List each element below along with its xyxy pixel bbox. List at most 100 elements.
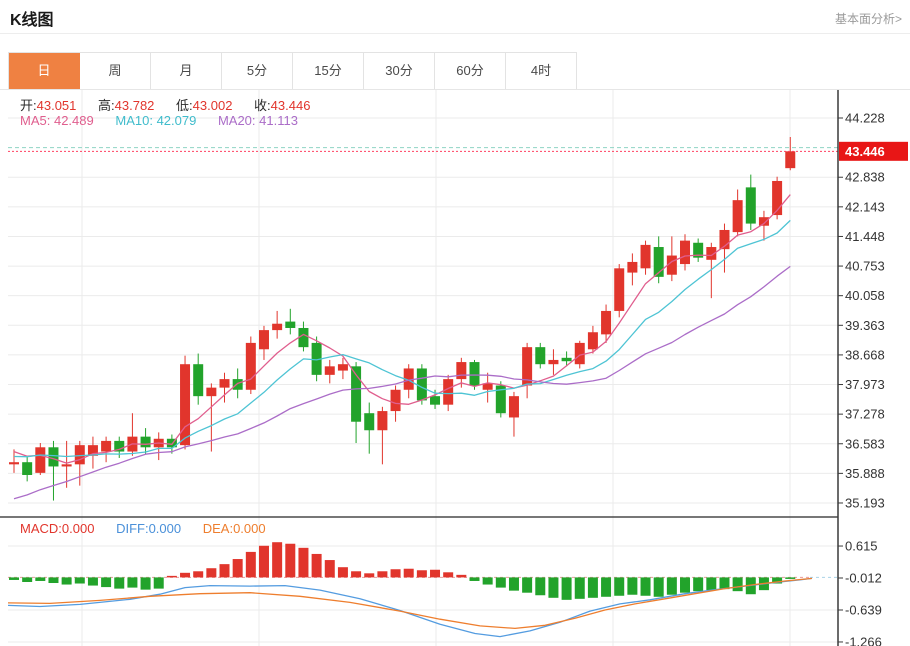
macd-tick-label: -0.639: [845, 602, 882, 617]
macd-bar: [351, 571, 362, 578]
macd-value: 0.000: [61, 521, 95, 536]
candle-body: [35, 447, 46, 473]
candle-body: [48, 447, 59, 467]
candle-body: [666, 255, 677, 275]
ohlc-legend: 开:43.051 高:43.782 低:43.002 收:43.446: [20, 95, 328, 114]
macd-bar: [219, 564, 230, 578]
macd-bar: [495, 577, 506, 588]
ma5-line: [13, 194, 791, 464]
candle-body: [522, 347, 533, 386]
candle-body: [9, 462, 19, 465]
close-value: 43.446: [270, 98, 311, 113]
candle-body: [351, 366, 362, 422]
fundamental-analysis-link[interactable]: 基本面分析>: [834, 12, 902, 26]
candle-body: [535, 347, 546, 365]
price-tick-label: 39.363: [845, 318, 885, 333]
macd-bar: [601, 577, 612, 597]
close-label: 收:: [254, 98, 271, 113]
macd-bar: [587, 577, 598, 598]
ma5-value: 42.489: [53, 113, 94, 128]
macd-bar: [285, 543, 296, 578]
ma10-line: [13, 219, 791, 458]
macd-bar: [166, 575, 177, 578]
candle-body: [140, 436, 151, 448]
tab-interval-6[interactable]: 60分: [435, 53, 506, 89]
candle-body: [614, 268, 625, 311]
candle-body: [337, 364, 348, 371]
macd-bar: [193, 571, 204, 578]
diff-label: DIFF:: [116, 521, 149, 536]
macd-bar: [127, 577, 138, 588]
macd-bar: [153, 577, 164, 589]
tab-interval-4[interactable]: 15分: [293, 53, 364, 89]
tab-interval-3[interactable]: 5分: [222, 53, 293, 89]
candle-body: [574, 342, 585, 365]
macd-bar: [377, 571, 388, 578]
candle-body: [193, 364, 204, 397]
tab-interval-0[interactable]: 日: [9, 53, 80, 89]
macd-bar: [680, 577, 691, 593]
macd-bar: [508, 577, 519, 591]
high-label: 高:: [98, 98, 115, 113]
ma20-label: MA20:: [217, 113, 256, 128]
high-value: 43.782: [114, 98, 155, 113]
candle-body: [482, 383, 493, 390]
macd-bar: [574, 577, 585, 599]
macd-bar: [456, 574, 467, 578]
candle-body: [272, 323, 283, 331]
tab-interval-1[interactable]: 周: [80, 53, 151, 89]
low-label: 低:: [176, 98, 193, 113]
macd-bar: [522, 577, 533, 593]
macd-bar: [706, 577, 717, 591]
header-divider: [0, 33, 910, 34]
macd-legend: MACD:0.000 DIFF:0.000 DEA:0.000: [20, 521, 284, 536]
candle-body: [416, 368, 427, 401]
candle-body: [561, 357, 572, 362]
candle-body: [745, 187, 756, 224]
price-axis-ticks: 44.228 42.838 42.143 41.448 40.753 40.058 39.3…: [838, 111, 885, 646]
macd-bar: [324, 560, 335, 578]
macd-bar: [61, 577, 72, 585]
tab-interval-7[interactable]: 4时: [506, 53, 577, 89]
ma10-label: MA10:: [115, 113, 153, 128]
price-tick-label: 35.888: [845, 466, 885, 481]
macd-bar: [469, 577, 480, 581]
macd-label: MACD:: [20, 521, 62, 536]
macd-bar: [653, 577, 664, 597]
candle-body: [693, 242, 704, 258]
macd-bar: [364, 573, 375, 578]
candle-body: [219, 379, 230, 388]
dea-line: [7, 577, 813, 630]
chart-top-border: [0, 89, 910, 90]
candles-group: [9, 137, 796, 501]
macd-bar: [311, 553, 322, 578]
candle-body: [719, 229, 730, 250]
candle-body: [324, 366, 335, 375]
candle-body: [61, 464, 72, 467]
ma20-line: [13, 265, 791, 500]
macd-bar: [48, 577, 59, 584]
macd-bar: [693, 577, 704, 592]
macd-bar: [416, 570, 427, 578]
tab-interval-5[interactable]: 30分: [364, 53, 435, 89]
diff-value: 0.000: [148, 521, 182, 536]
ma5-label: MA5:: [20, 113, 51, 128]
current-price-label: 43.446: [845, 144, 885, 159]
candle-body: [232, 379, 243, 390]
macd-bar: [9, 577, 19, 580]
macd-bar: [272, 542, 283, 578]
candle-body: [653, 247, 664, 277]
price-tick-label: 36.583: [845, 436, 885, 451]
interval-tab-bar: 日周月 5分 15分 30分 60分 4时: [8, 52, 577, 90]
tab-interval-2[interactable]: 月: [151, 53, 222, 89]
candle-body: [87, 445, 98, 456]
price-tick-label: 44.228: [845, 111, 885, 126]
price-tick-label: 37.973: [845, 377, 885, 392]
candle-body: [311, 342, 322, 375]
macd-bar: [772, 577, 783, 584]
candle-body: [785, 151, 796, 169]
candle-body: [298, 327, 309, 348]
candle-body: [443, 379, 454, 405]
